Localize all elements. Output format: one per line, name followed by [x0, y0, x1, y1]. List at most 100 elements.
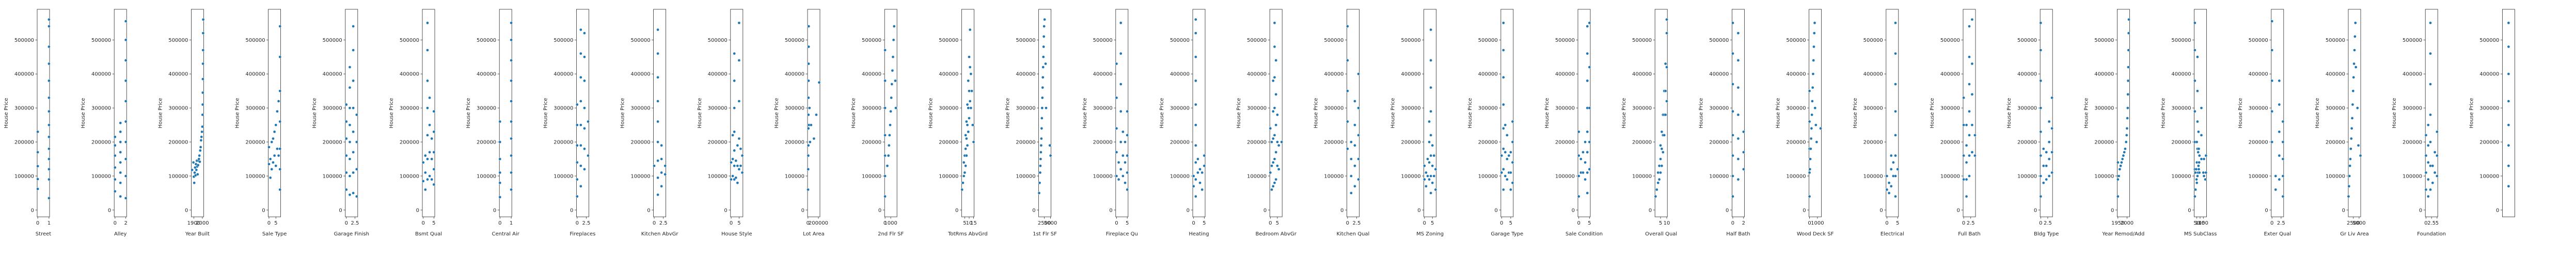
y-tick-label: 200000 — [477, 140, 496, 146]
scatter-point — [352, 106, 355, 109]
x-tick-label: 5 — [1896, 220, 1899, 226]
subplot-25: 0 100000 200000 300000 400000 500000 0 5 Electri… — [1853, 9, 1904, 237]
axes-frame — [1424, 9, 1437, 217]
scatter-point — [1119, 52, 1123, 55]
scatter-point — [348, 66, 352, 69]
scatter-point — [1502, 75, 1505, 79]
scatter-point — [124, 175, 128, 178]
y-tick-label: 100000 — [630, 173, 650, 179]
x-tick-label: 0 — [36, 220, 39, 226]
y-tick-label: 500000 — [862, 38, 881, 43]
y-tick-label: 300000 — [1170, 106, 1190, 112]
scatter-point — [894, 106, 897, 109]
scatter-point — [2120, 161, 2123, 164]
scatter-point — [887, 154, 890, 157]
y-tick-label: 500000 — [1940, 38, 1960, 43]
scatter-point — [968, 89, 971, 93]
scatter-point — [1577, 175, 1581, 178]
x-axis-label: TotRms AbvGrd — [947, 231, 988, 237]
scatter-point — [1894, 195, 1897, 198]
x-tick-label: 2500 — [2347, 220, 2360, 226]
y-tick-label: 300000 — [554, 106, 573, 112]
y-tick-label: 200000 — [1170, 140, 1190, 146]
scatter-point — [1586, 130, 1589, 134]
scatter-point — [1423, 178, 1426, 181]
scatter-point — [1885, 188, 1889, 192]
y-tick-label: 200000 — [1863, 140, 1883, 146]
axes-frame — [1577, 9, 1591, 217]
scatter-point — [737, 59, 741, 62]
scatter-point — [965, 120, 968, 123]
x-tick-label: 1 — [510, 220, 513, 226]
x-tick-label: 2 — [124, 220, 127, 226]
scatter-point — [344, 154, 348, 157]
scatter-point — [1586, 171, 1589, 175]
scatter-point — [2426, 123, 2430, 126]
scatter-point — [1194, 144, 1197, 147]
scatter-point — [1038, 181, 1041, 184]
scatter-point — [1810, 113, 1813, 117]
scatter-point — [1350, 157, 1353, 161]
y-axis-label: House Price — [389, 98, 394, 129]
x-tick-label: 0 — [1269, 220, 1272, 226]
scatter-point — [1509, 171, 1512, 175]
scatter-point — [575, 178, 579, 181]
scatter-point — [2050, 126, 2053, 130]
scatter-point — [736, 164, 739, 167]
scatter-point — [1731, 175, 1734, 178]
scatter-point — [1039, 157, 1042, 161]
scatter-point — [2194, 171, 2197, 175]
scatter-point — [656, 140, 659, 144]
y-tick-label: 400000 — [630, 72, 650, 77]
scatter-point — [48, 18, 51, 21]
y-tick-label: 0 — [1572, 208, 1575, 213]
scatter-point — [1042, 35, 1046, 38]
scatter-point — [1505, 157, 1509, 161]
scatter-point — [583, 147, 586, 151]
scatter-point — [1505, 178, 1509, 181]
axes-frame — [884, 9, 897, 217]
scatter-point — [964, 133, 967, 137]
scatter-point — [1736, 59, 1740, 62]
scatter-point — [807, 126, 810, 130]
scatter-point — [1357, 106, 1360, 109]
y-tick-label: 300000 — [939, 106, 958, 112]
x-axis-label: Bedroom AbvGr — [1256, 231, 1297, 237]
y-tick-label: 0 — [1187, 208, 1190, 213]
scatter-point — [2351, 89, 2355, 93]
scatter-point — [1126, 109, 1129, 113]
y-tick-label: 0 — [801, 208, 804, 213]
y-tick-label: 200000 — [2017, 140, 2037, 146]
scatter-point — [1808, 195, 1811, 198]
scatter-point — [1276, 113, 1279, 117]
scatter-point — [196, 163, 200, 167]
scatter-point — [2424, 188, 2428, 192]
scatter-point — [1509, 150, 1512, 154]
x-tick-label: 2.5 — [2277, 220, 2285, 226]
y-tick-label: 0 — [493, 208, 496, 213]
scatter-point — [36, 187, 39, 191]
scatter-point — [1968, 25, 1971, 28]
x-tick-label: 2.5 — [659, 220, 668, 226]
scatter-point — [2117, 175, 2121, 178]
y-tick-label: 200000 — [1247, 140, 1267, 146]
y-tick-label: 200000 — [400, 140, 419, 146]
scatter-point — [1586, 150, 1589, 154]
subplot-33: 0 100000 200000 300000 400000 500000 House Pri… — [2469, 9, 2515, 217]
scatter-point — [1664, 113, 1667, 117]
y-tick-label: 0 — [2342, 208, 2345, 213]
scatter-point — [196, 172, 199, 176]
y-axis-label: House Price — [928, 98, 934, 129]
scatter-point — [199, 146, 202, 149]
scatter-point — [1426, 175, 1429, 178]
scatter-point — [2270, 109, 2274, 113]
scatter-point — [2426, 195, 2430, 198]
scatter-point — [1502, 147, 1505, 151]
scatter-point — [1274, 123, 1278, 126]
scatter-point — [1269, 126, 1272, 130]
scatter-point — [124, 59, 128, 62]
scatter-point — [2126, 79, 2130, 83]
